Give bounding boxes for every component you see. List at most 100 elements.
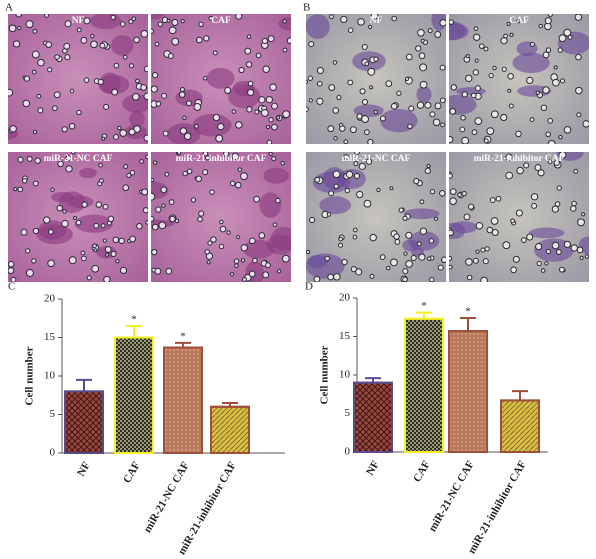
pore (520, 237, 527, 244)
micrograph-bg (8, 152, 148, 282)
pore (161, 92, 168, 99)
pore (465, 258, 473, 266)
pore (235, 181, 242, 189)
pore (432, 118, 441, 127)
pore (212, 50, 218, 56)
pore (306, 249, 311, 255)
pore (326, 212, 332, 217)
pore (167, 53, 174, 59)
pore (553, 65, 558, 70)
pore (247, 80, 254, 87)
pore (15, 14, 22, 18)
pore (151, 248, 158, 256)
error-bar (460, 317, 476, 332)
pore (103, 275, 111, 282)
pore (272, 222, 278, 227)
pore (258, 232, 266, 239)
pore (8, 267, 15, 275)
pore (205, 155, 211, 161)
pore (419, 199, 425, 205)
pore (405, 260, 413, 268)
pore (316, 67, 324, 75)
pore (328, 84, 336, 91)
pore (31, 50, 40, 59)
pore (90, 40, 98, 49)
pore (534, 164, 542, 172)
pore (338, 236, 344, 242)
error-bar (76, 378, 92, 392)
pore (512, 255, 520, 263)
cell-body (90, 14, 122, 30)
pore (385, 80, 393, 87)
micrograph (8, 14, 148, 144)
pore (474, 85, 481, 92)
pore (145, 220, 148, 225)
pore (461, 191, 467, 197)
pore (559, 78, 566, 84)
cells (449, 14, 589, 144)
y-tick-label: 15 (339, 330, 351, 342)
pore (579, 255, 584, 261)
pore (166, 18, 171, 23)
cell-body (192, 113, 232, 137)
cell-body (259, 192, 282, 218)
pore (577, 218, 585, 227)
pore (141, 188, 148, 196)
pore (236, 235, 241, 240)
pore (20, 228, 28, 236)
pore (363, 129, 370, 136)
pore (410, 254, 417, 261)
y-tick-label: 0 (50, 447, 56, 459)
pore (333, 136, 338, 141)
pore (131, 16, 137, 22)
cell-body (263, 167, 289, 184)
pore (154, 41, 160, 47)
pore (129, 235, 136, 243)
pore (570, 244, 578, 252)
pore (103, 103, 110, 110)
pore (472, 257, 479, 264)
cell-body (319, 196, 351, 215)
pore (182, 115, 187, 121)
cell-body (227, 84, 261, 109)
bar-group (64, 390, 104, 454)
cell-body (449, 94, 477, 115)
pore (307, 75, 314, 81)
pore (99, 42, 106, 49)
pore (434, 102, 442, 110)
pore (379, 115, 386, 122)
y-tick-label: 15 (44, 331, 56, 343)
pore (339, 125, 346, 132)
pore (468, 203, 475, 210)
pore (110, 14, 116, 20)
bar-hatch (210, 405, 250, 454)
bar-group (404, 317, 444, 454)
pore (177, 152, 182, 155)
micrograph (8, 152, 148, 282)
panel-label: B (303, 2, 310, 14)
y-tick-label: 10 (44, 370, 56, 382)
pore (404, 76, 410, 81)
pore (86, 275, 92, 281)
cell-body (151, 14, 164, 20)
pore (390, 102, 398, 110)
pore (402, 268, 409, 275)
pore (63, 42, 71, 50)
pore (194, 123, 199, 129)
pore (203, 35, 210, 42)
error-bar (175, 341, 191, 348)
pore (32, 227, 40, 235)
pore (449, 188, 457, 195)
pore (234, 263, 239, 268)
pore (474, 58, 479, 63)
pore (526, 76, 534, 85)
pore (179, 87, 185, 93)
cell-body (403, 208, 440, 220)
pore (75, 219, 82, 226)
pore (155, 206, 162, 213)
pore (490, 110, 499, 119)
pore (474, 117, 483, 126)
pore (535, 242, 543, 251)
pore (171, 37, 180, 46)
